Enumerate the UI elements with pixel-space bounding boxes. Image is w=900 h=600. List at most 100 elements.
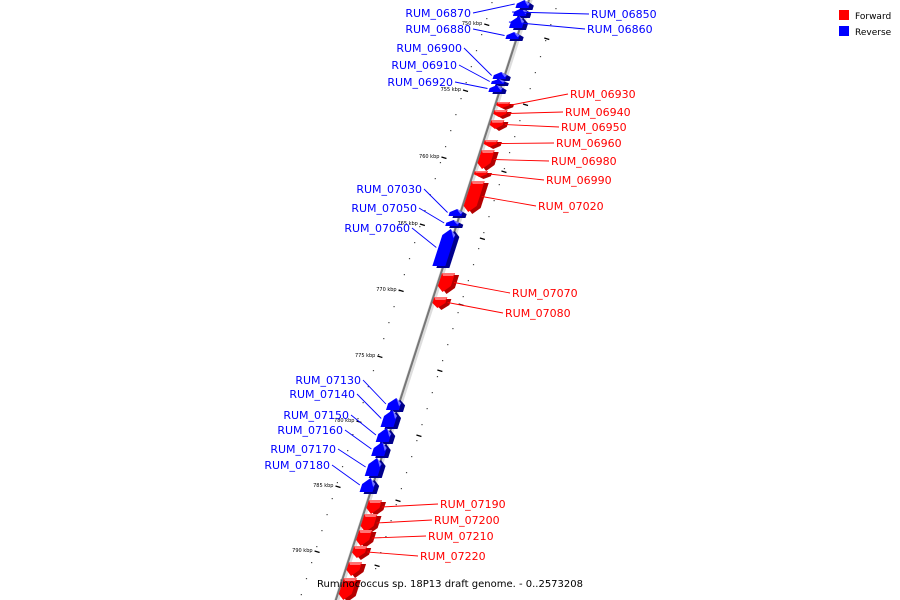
gene-leader-line <box>331 464 361 486</box>
gene-label[interactable]: RUM_07210 <box>428 530 494 543</box>
gene-arrow-rum-07170[interactable] <box>364 458 386 478</box>
major-tick <box>374 564 380 568</box>
gene-label[interactable]: RUM_07200 <box>434 514 500 527</box>
gene-arrow-rum-07130[interactable] <box>385 398 406 412</box>
minor-tick <box>460 98 462 100</box>
gene-arrow-face <box>352 546 368 558</box>
gene-label[interactable]: RUM_07060 <box>344 222 410 235</box>
gene-label[interactable]: RUM_07220 <box>420 550 486 563</box>
gene-arrow-rum-07030[interactable] <box>448 209 467 218</box>
gene-label[interactable]: RUM_06880 <box>405 23 471 36</box>
gene-label[interactable]: RUM_06980 <box>551 155 617 168</box>
gene-leader-line <box>418 207 445 224</box>
gene-label[interactable]: RUM_06900 <box>396 42 462 55</box>
gene-arrow-rum-07190[interactable] <box>346 562 367 578</box>
minor-tick <box>367 386 369 388</box>
gene-label[interactable]: RUM_06930 <box>570 88 636 101</box>
gene-label[interactable]: RUM_07050 <box>351 202 417 215</box>
gene-leader-line <box>337 448 366 468</box>
minor-tick <box>470 66 472 68</box>
gene-arrow-face <box>448 209 463 216</box>
gene-arrow-rum-07190[interactable] <box>338 578 361 600</box>
gene-leader-line <box>463 47 493 76</box>
gene-label[interactable]: RUM_07140 <box>289 388 355 401</box>
gene-leader-line <box>447 302 504 314</box>
gene-label[interactable]: RUM_06910 <box>391 59 457 72</box>
gene-arrow-rum-06990[interactable] <box>473 171 492 179</box>
minor-tick <box>385 536 387 538</box>
minor-tick <box>424 210 426 212</box>
gene-arrow-face <box>508 16 525 28</box>
gene-arrow-rum-07200[interactable] <box>360 514 382 534</box>
gene-label[interactable]: RUM_07130 <box>295 374 361 387</box>
gene-arrow-rum-06860[interactable] <box>508 16 529 30</box>
minor-tick <box>478 248 480 250</box>
gene-leader-line <box>472 3 515 14</box>
gene-leader-line <box>344 429 372 450</box>
gene-label[interactable]: RUM_06940 <box>565 106 631 119</box>
gene-arrow-rum-07060[interactable] <box>432 229 460 268</box>
minor-tick <box>357 418 359 420</box>
gene-arrow-rum-07080[interactable] <box>432 297 452 310</box>
gene-label[interactable]: RUM_06960 <box>556 137 622 150</box>
tick-label: 750 kbp <box>462 21 482 27</box>
gene-leader-line <box>458 64 490 82</box>
gene-label[interactable]: RUM_06850 <box>591 8 657 21</box>
gene-arrow-face <box>463 181 485 212</box>
tick-label: 755 kbp <box>441 87 461 93</box>
legend-label-reverse: Reverse <box>855 28 892 38</box>
gene-arrow-rum-06980[interactable] <box>477 150 499 171</box>
gene-label[interactable]: RUM_07160 <box>277 424 343 437</box>
gene-label[interactable]: RUM_06860 <box>587 23 653 36</box>
major-tick <box>416 434 422 438</box>
minor-tick <box>419 226 421 228</box>
gene-arrow-face <box>356 530 373 546</box>
gene-arrow-highlight <box>501 72 507 78</box>
gene-arrow-rum-07160[interactable] <box>371 442 391 458</box>
gene-arrow-rum-07190[interactable] <box>366 500 386 516</box>
gene-arrow-rum-07020[interactable] <box>463 181 489 214</box>
gene-arrow-rum-06960[interactable] <box>483 140 502 149</box>
minor-tick <box>388 322 390 324</box>
gene-arrow-rum-06880[interactable] <box>505 32 524 41</box>
gene-label[interactable]: RUM_07190 <box>440 498 506 511</box>
gene-leader-line <box>356 393 382 419</box>
minor-tick <box>305 578 308 580</box>
gene-arrow-rum-06870[interactable] <box>515 0 534 10</box>
gene-label[interactable]: RUM_07070 <box>512 287 578 300</box>
gene-label[interactable]: RUM_07030 <box>356 183 422 196</box>
minor-tick <box>431 392 433 394</box>
gene-arrow-rum-07070[interactable] <box>437 273 460 294</box>
gene-arrow-rum-06910[interactable] <box>490 79 509 86</box>
gene-label[interactable]: RUM_06870 <box>405 7 471 20</box>
gene-arrow-rum-07210[interactable] <box>356 530 377 548</box>
gene-label[interactable]: RUM_07170 <box>270 443 336 456</box>
gene-label[interactable]: RUM_07020 <box>538 200 604 213</box>
minor-tick <box>405 472 408 474</box>
gene-arrow-rum-06900[interactable] <box>492 72 511 81</box>
tick-layer: 750 kbp 755 kbp 760 kbp 765 kbp 770 kbp 775 k… <box>292 2 557 596</box>
gene-arrow-rum-07180[interactable] <box>359 478 380 494</box>
gene-label[interactable]: RUM_06920 <box>387 76 453 89</box>
gene-arrow-rum-07220[interactable] <box>352 546 372 560</box>
gene-leader-line <box>504 124 560 128</box>
gene-arrow-rum-06950[interactable] <box>489 120 509 131</box>
gene-label[interactable]: RUM_07080 <box>505 307 571 320</box>
gene-arrow-rum-06940[interactable] <box>493 110 512 119</box>
gene-arrow-rum-07140[interactable] <box>380 410 402 429</box>
gene-label-layer: RUM_06850 RUM_06860 RUM_06870 RUM_06880 RUM_… <box>264 7 656 563</box>
gene-leader-line <box>411 227 437 248</box>
gene-label[interactable]: RUM_06950 <box>561 121 627 134</box>
gene-arrow-face <box>432 229 456 266</box>
gene-arrow-rum-06920[interactable] <box>488 85 507 94</box>
gene-arrow-highlight <box>524 0 530 6</box>
gene-arrow-rum-07050[interactable] <box>445 220 464 228</box>
gene-label[interactable]: RUM_07180 <box>264 459 330 472</box>
gene-arrow-highlight <box>392 410 398 419</box>
gene-label[interactable]: RUM_07150 <box>283 409 349 422</box>
gene-arrow-rum-07150[interactable] <box>375 428 396 444</box>
minor-tick <box>426 408 428 410</box>
tick-label: 785 kbp <box>313 483 333 489</box>
gene-arrow-rum-06930[interactable] <box>496 102 515 110</box>
gene-label[interactable]: RUM_06990 <box>546 174 612 187</box>
